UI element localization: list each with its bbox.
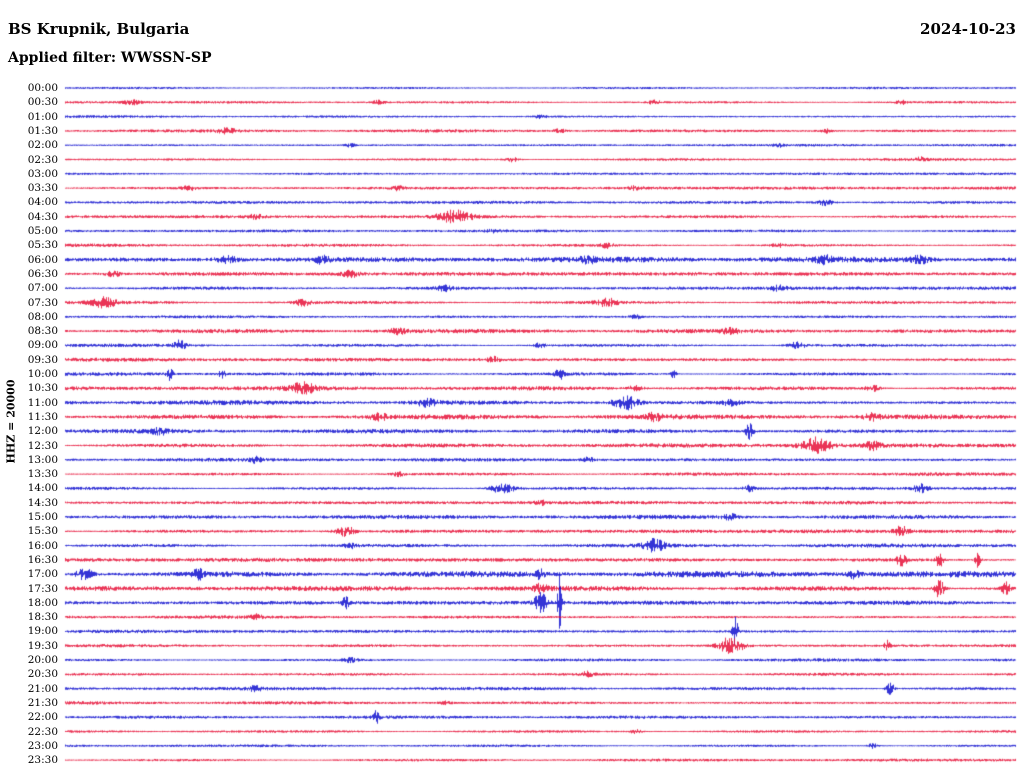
time-label: 04:30	[27, 210, 58, 223]
time-label: 23:00	[27, 739, 58, 752]
time-label: 05:30	[27, 239, 58, 252]
time-label: 06:30	[27, 267, 58, 280]
time-label: 12:00	[27, 425, 58, 438]
time-label: 02:00	[27, 139, 58, 152]
station-title: BS Krupnik, Bulgaria	[8, 20, 190, 38]
time-label: 20:30	[27, 668, 58, 681]
time-label: 18:30	[27, 611, 58, 624]
time-label: 23:30	[27, 754, 58, 767]
filter-label: Applied filter: WWSSN-SP	[8, 50, 212, 66]
time-label: 03:30	[27, 182, 58, 195]
time-label: 21:30	[27, 696, 58, 709]
time-label: 08:00	[27, 310, 58, 323]
time-label: 14:30	[27, 496, 58, 509]
time-label: 22:30	[27, 725, 58, 738]
time-label: 16:30	[27, 553, 58, 566]
time-label: 09:00	[27, 339, 58, 352]
time-label: 00:00	[27, 82, 58, 94]
time-label: 06:00	[27, 253, 58, 266]
time-label: 17:30	[27, 582, 58, 595]
time-label: 15:00	[27, 511, 58, 523]
time-label: 07:00	[27, 282, 58, 295]
time-label: 17:00	[27, 568, 58, 581]
time-label: 18:00	[27, 596, 58, 609]
time-label: 03:00	[27, 167, 58, 180]
time-label: 01:30	[27, 124, 58, 137]
time-label: 01:00	[27, 110, 58, 123]
time-label: 02:30	[27, 153, 58, 166]
time-label: 09:30	[27, 353, 58, 366]
time-label: 13:00	[27, 453, 58, 466]
time-label: 05:00	[27, 225, 58, 237]
time-label: 15:30	[27, 525, 58, 538]
time-label: 07:30	[27, 296, 58, 309]
time-label: 19:30	[27, 639, 58, 652]
time-label: 19:00	[27, 625, 58, 638]
time-label: 00:30	[27, 96, 58, 109]
time-label: 16:00	[27, 539, 58, 552]
time-label: 13:30	[27, 468, 58, 481]
time-label: 22:00	[27, 711, 58, 724]
time-label: 11:30	[27, 410, 58, 423]
time-label: 08:30	[27, 325, 58, 338]
time-label: 14:00	[27, 482, 58, 495]
time-label: 20:00	[27, 654, 58, 666]
time-label: 10:30	[27, 382, 58, 395]
time-axis: 00:00 00:30 01:00 01:30 02:00 02:30 03:00 03:30…	[0, 0, 62, 780]
time-label: 10:00	[27, 368, 58, 380]
time-label: 11:00	[27, 396, 58, 409]
time-label: 04:00	[27, 196, 58, 209]
time-label: 21:00	[27, 682, 58, 695]
record-date: 2024-10-23	[920, 20, 1016, 38]
time-label: 12:30	[27, 439, 58, 452]
